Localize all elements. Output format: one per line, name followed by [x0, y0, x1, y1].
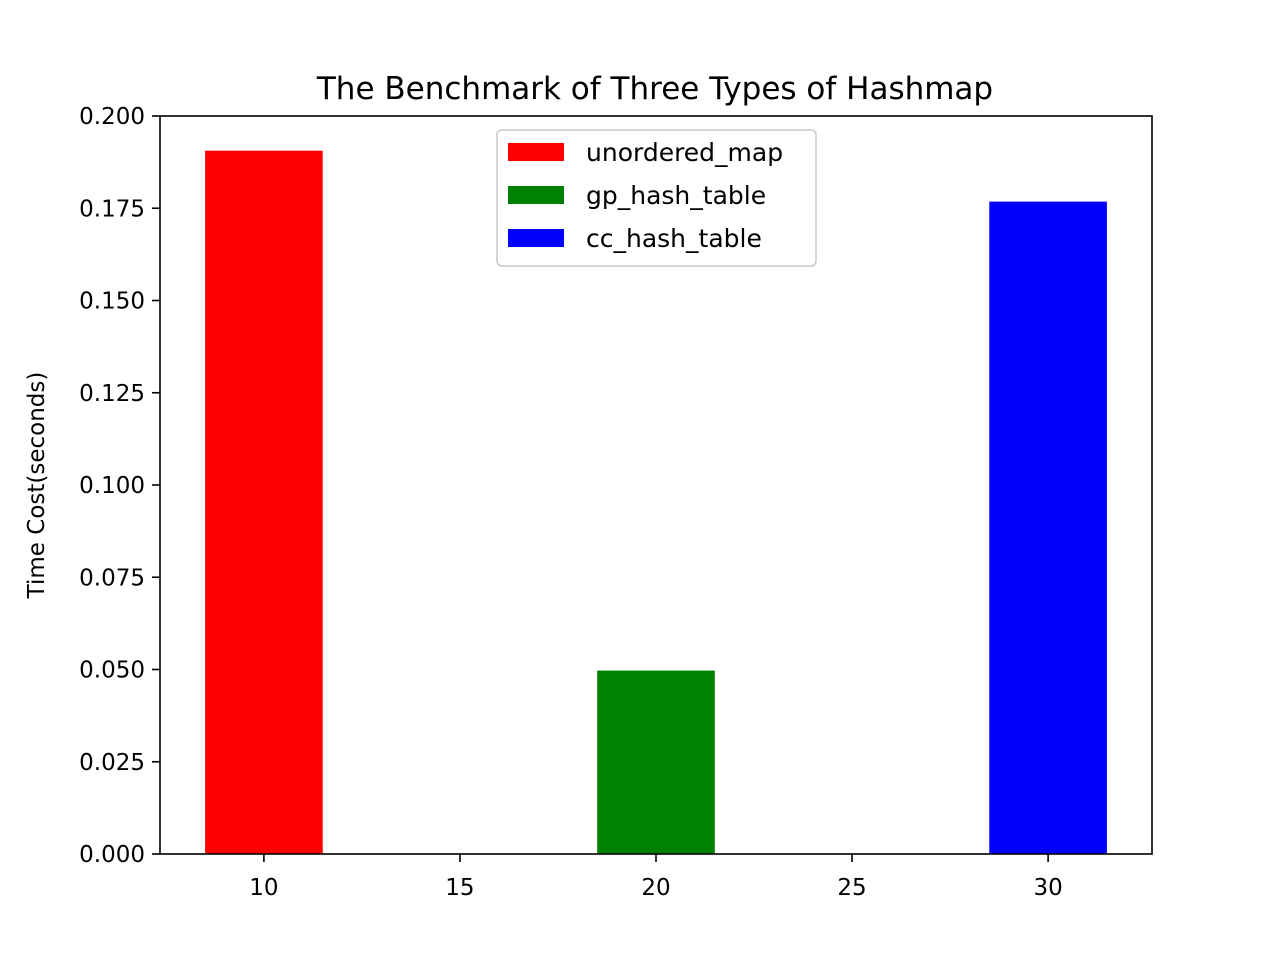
y-tick-label: 0.075 [79, 565, 145, 591]
y-tick-label: 0.100 [79, 473, 145, 499]
bar-unordered-map [205, 150, 323, 854]
x-tick-label: 25 [837, 875, 866, 901]
y-tick-label: 0.175 [79, 196, 145, 222]
y-tick-label: 0.000 [79, 842, 145, 868]
y-tick-label: 0.200 [79, 104, 145, 130]
y-axis-ticks: 0.000 0.025 0.050 0.075 0.100 0.125 0.150 0.175… [79, 104, 160, 868]
y-axis-label: Time Cost(seconds) [24, 372, 50, 600]
bar-gp-hash-table [597, 670, 715, 854]
y-tick-label: 0.150 [79, 289, 145, 315]
x-tick-label: 10 [249, 875, 278, 901]
y-tick-label: 0.125 [79, 381, 145, 407]
y-tick-label: 0.050 [79, 658, 145, 684]
x-axis-ticks: 10 15 20 25 30 [249, 854, 1063, 901]
legend-box [496, 129, 817, 267]
bars-group [205, 150, 1107, 854]
legend: unordered_map gp_hash_table cc_hash_table [496, 129, 817, 267]
legend-label-cc-hash-table: cc_hash_table [586, 224, 762, 253]
legend-label-gp-hash-table: gp_hash_table [586, 181, 766, 210]
bar-cc-hash-table [989, 201, 1107, 854]
legend-swatch-gp-hash-table [508, 186, 564, 204]
x-tick-label: 30 [1033, 875, 1062, 901]
x-tick-label: 15 [445, 875, 474, 901]
legend-swatch-cc-hash-table [508, 229, 564, 247]
y-tick-label: 0.025 [79, 750, 145, 776]
chart-title: The Benchmark of Three Types of Hashmap [316, 71, 993, 107]
legend-swatch-unordered-map [508, 143, 564, 161]
x-tick-label: 20 [641, 875, 670, 901]
legend-label-unordered-map: unordered_map [586, 138, 783, 167]
